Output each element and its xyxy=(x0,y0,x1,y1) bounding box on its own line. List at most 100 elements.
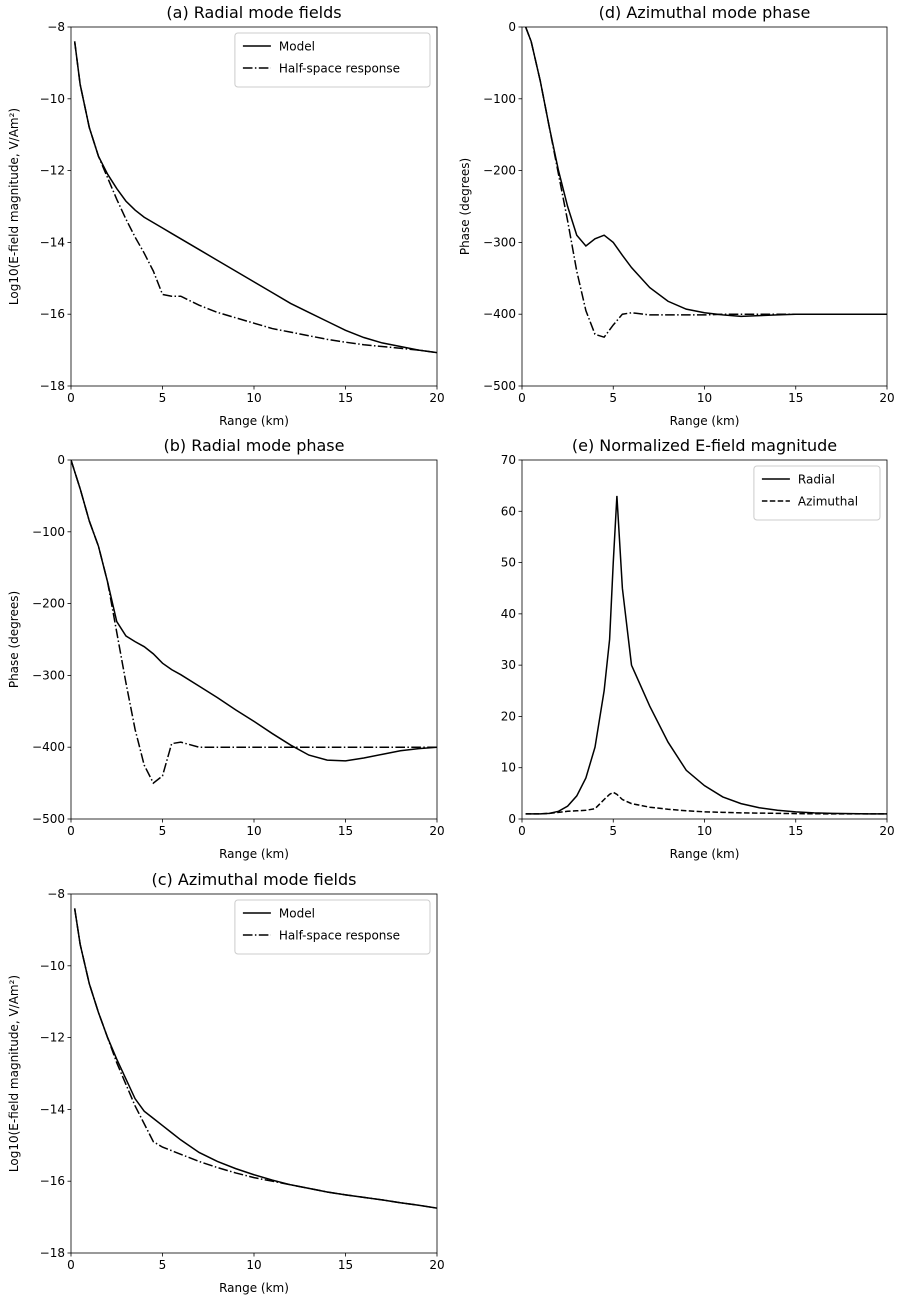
y-tick-label: −400 xyxy=(32,740,65,754)
x-tick-label: 0 xyxy=(67,824,75,838)
series-line xyxy=(73,41,437,354)
subplot: 0 5 10 15 20 −18 −16 −14 −12 −10 −8 (a) Radial mode… xyxy=(7,3,445,428)
chart-title: (b) Radial mode phase xyxy=(164,436,345,455)
y-tick-label: −300 xyxy=(32,668,65,682)
y-tick-label: −500 xyxy=(483,379,516,393)
y-tick-label: 70 xyxy=(501,453,516,467)
x-tick-label: 5 xyxy=(609,391,617,405)
y-tick-label: 20 xyxy=(501,709,516,723)
x-tick-label: 15 xyxy=(338,824,353,838)
chart-title: (c) Azimuthal mode fields xyxy=(152,870,357,889)
x-tick-label: 20 xyxy=(879,391,894,405)
x-axis-label: Range (km) xyxy=(219,1281,289,1295)
y-tick-label: 30 xyxy=(501,658,516,672)
x-tick-label: 10 xyxy=(246,1258,261,1272)
y-tick-label: −12 xyxy=(40,164,65,178)
legend-label: Model xyxy=(279,907,315,921)
y-axis-label: Log10(E-field magnitude, V/Am²) xyxy=(7,108,21,305)
x-tick-label: 15 xyxy=(788,824,803,838)
series-line xyxy=(73,908,437,1209)
x-tick-label: 10 xyxy=(246,391,261,405)
x-axis-label: Range (km) xyxy=(219,847,289,861)
chart-title: (a) Radial mode fields xyxy=(166,3,341,22)
legend-label: Azimuthal xyxy=(798,495,858,509)
legend-box xyxy=(234,899,431,955)
y-tick-label: −100 xyxy=(32,525,65,539)
subplot: 0 5 10 15 20 −500 −400 −300 −200 −100 0 (b) Radial … xyxy=(7,436,445,861)
subplot: 0 5 10 15 20 −18 −16 −14 −12 −10 −8 (c) Azimuthal m… xyxy=(7,870,445,1295)
x-tick-label: 10 xyxy=(697,824,712,838)
x-tick-label: 15 xyxy=(338,391,353,405)
x-tick-label: 0 xyxy=(67,1258,75,1272)
legend-label: Half-space response xyxy=(279,929,400,943)
y-tick-label: −100 xyxy=(483,92,516,106)
y-tick-label: 60 xyxy=(501,504,516,518)
plot-frame xyxy=(70,26,438,387)
x-tick-label: 5 xyxy=(159,1258,167,1272)
y-tick-label: −200 xyxy=(32,597,65,611)
x-tick-label: 20 xyxy=(429,391,444,405)
y-axis-label: Log10(E-field magnitude, V/Am²) xyxy=(7,975,21,1172)
y-tick-label: 0 xyxy=(57,453,65,467)
y-tick-label: −10 xyxy=(40,92,65,106)
y-tick-label: −10 xyxy=(40,959,65,973)
x-tick-label: 15 xyxy=(788,391,803,405)
chart-title: (d) Azimuthal mode phase xyxy=(599,3,811,22)
x-axis-label: Range (km) xyxy=(670,414,740,428)
legend-label: Radial xyxy=(798,473,835,487)
y-tick-label: −14 xyxy=(40,1102,65,1116)
x-tick-label: 15 xyxy=(338,1258,353,1272)
x-tick-label: 0 xyxy=(67,391,75,405)
plot-frame xyxy=(521,26,888,387)
legend-label: Half-space response xyxy=(279,62,400,76)
series-line xyxy=(71,460,437,785)
x-tick-label: 5 xyxy=(159,824,167,838)
y-tick-label: 40 xyxy=(501,607,516,621)
x-axis-label: Range (km) xyxy=(670,847,740,861)
series-line xyxy=(71,460,437,762)
x-axis-label: Range (km) xyxy=(219,414,289,428)
y-tick-label: −200 xyxy=(483,164,516,178)
y-tick-label: 10 xyxy=(501,761,516,775)
series-line xyxy=(524,27,887,339)
plot-frame xyxy=(70,893,438,1254)
x-tick-label: 20 xyxy=(879,824,894,838)
y-tick-label: −18 xyxy=(40,379,65,393)
y-tick-label: −12 xyxy=(40,1031,65,1045)
plot-frame xyxy=(521,459,888,820)
x-tick-label: 20 xyxy=(429,824,444,838)
x-tick-label: 20 xyxy=(429,1258,444,1272)
y-tick-label: 0 xyxy=(508,20,516,34)
y-tick-label: −16 xyxy=(40,1174,65,1188)
legend-label: Model xyxy=(279,40,315,54)
subplot: 0 5 10 15 20 0 10 20 30 40 50 60 70 (e) Normalized E-… xyxy=(501,436,895,861)
y-tick-label: −8 xyxy=(47,887,65,901)
y-tick-label: −18 xyxy=(40,1246,65,1260)
x-tick-label: 5 xyxy=(159,391,167,405)
series-line xyxy=(73,41,437,354)
x-tick-label: 10 xyxy=(697,391,712,405)
y-tick-label: −300 xyxy=(483,235,516,249)
x-tick-label: 0 xyxy=(518,824,526,838)
series-line xyxy=(524,27,887,318)
x-tick-label: 5 xyxy=(609,824,617,838)
x-tick-label: 0 xyxy=(518,391,526,405)
y-tick-label: 50 xyxy=(501,556,516,570)
plot-frame xyxy=(70,459,438,820)
chart-title: (e) Normalized E-field magnitude xyxy=(572,436,837,455)
legend-box xyxy=(234,32,431,88)
y-tick-label: 0 xyxy=(508,812,516,826)
y-tick-label: −400 xyxy=(483,307,516,321)
y-tick-label: −8 xyxy=(47,20,65,34)
series-line xyxy=(525,791,887,815)
series-line xyxy=(525,495,887,815)
y-tick-label: −16 xyxy=(40,307,65,321)
y-tick-label: −500 xyxy=(32,812,65,826)
y-axis-label: Phase (degrees) xyxy=(458,158,472,255)
x-tick-label: 10 xyxy=(246,824,261,838)
subplot: 0 5 10 15 20 −500 −400 −300 −200 −100 0 (d) Azimuth… xyxy=(458,3,895,428)
y-axis-label: Phase (degrees) xyxy=(7,591,21,688)
y-tick-label: −14 xyxy=(40,235,65,249)
